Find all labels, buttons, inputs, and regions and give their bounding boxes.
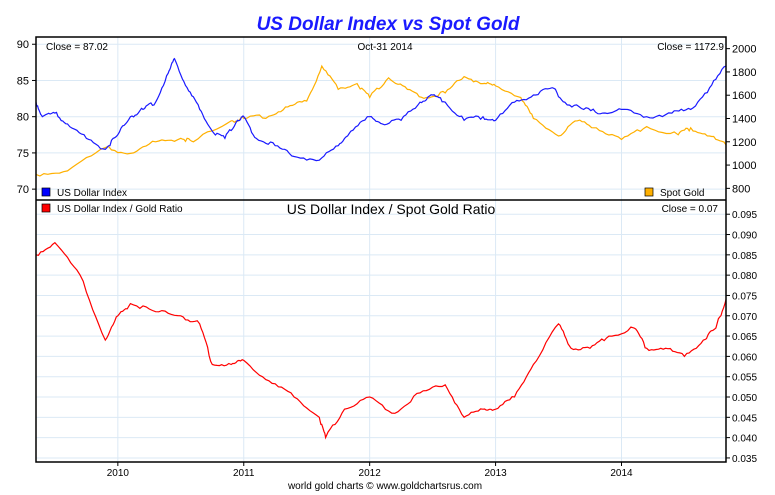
ratio-tick-label: 0.090: [732, 231, 757, 242]
y-right-tick-label: 1600: [732, 90, 756, 102]
y-left-tick-label: 90: [17, 39, 29, 51]
y-right-tick-label: 2000: [732, 44, 756, 56]
ratio-tick-label: 0.040: [732, 434, 757, 445]
y-right-tick-label: 800: [732, 183, 750, 195]
y-right-tick-label: 1400: [732, 114, 756, 126]
date-label: Oct-31 2014: [357, 42, 412, 53]
footer-credit: world gold charts © www.goldchartsrus.co…: [287, 481, 482, 492]
x-tick-label: 2012: [359, 468, 382, 479]
dollar-index-line: [35, 57, 727, 162]
gold-line: [35, 64, 727, 177]
x-tick-label: 2010: [107, 468, 130, 479]
x-tick-label: 2013: [484, 468, 507, 479]
y-left-tick-label: 70: [17, 184, 29, 196]
plot-frame: [35, 36, 727, 463]
close-gold: Close = 1172.9: [657, 42, 724, 53]
y-left-tick-label: 85: [17, 75, 29, 87]
y-left-tick-label: 75: [17, 148, 29, 160]
ratio-tick-label: 0.035: [732, 454, 757, 465]
ratio-tick-label: 0.050: [732, 393, 757, 404]
legend-swatch-dollar: [41, 187, 51, 197]
x-tick-label: 2014: [610, 468, 633, 479]
ratio-tick-label: 0.060: [732, 352, 757, 363]
legend-ratio: US Dollar Index / Gold Ratio: [57, 204, 183, 215]
ratio-tick-label: 0.045: [732, 413, 757, 424]
ratio-title: US Dollar Index / Spot Gold Ratio: [287, 201, 496, 217]
ratio-tick-label: 0.075: [732, 291, 757, 302]
ratio-tick-label: 0.080: [732, 271, 757, 282]
close-ratio: Close = 0.07: [662, 204, 719, 215]
ratio-tick-label: 0.095: [732, 210, 757, 221]
y-right-tick-label: 1000: [732, 160, 756, 172]
chart-title: US Dollar Index vs Spot Gold: [257, 14, 520, 35]
ratio-tick-label: 0.085: [732, 251, 757, 262]
legend-dollar: US Dollar Index: [57, 188, 127, 199]
ratio-tick-label: 0.065: [732, 332, 757, 343]
legend-gold: Spot Gold: [660, 188, 704, 199]
y-right-tick-label: 1800: [732, 67, 756, 79]
legend-swatch-ratio: [41, 203, 51, 213]
ratio-tick-label: 0.070: [732, 312, 757, 323]
ratio-tick-label: 0.055: [732, 373, 757, 384]
legend-swatch-gold: [644, 187, 654, 197]
x-tick-label: 2011: [233, 468, 255, 479]
y-left-tick-label: 80: [17, 112, 29, 124]
close-dollar: Close = 87.02: [46, 42, 108, 53]
y-right-tick-label: 1200: [732, 137, 756, 149]
ratio-line: [35, 241, 727, 440]
